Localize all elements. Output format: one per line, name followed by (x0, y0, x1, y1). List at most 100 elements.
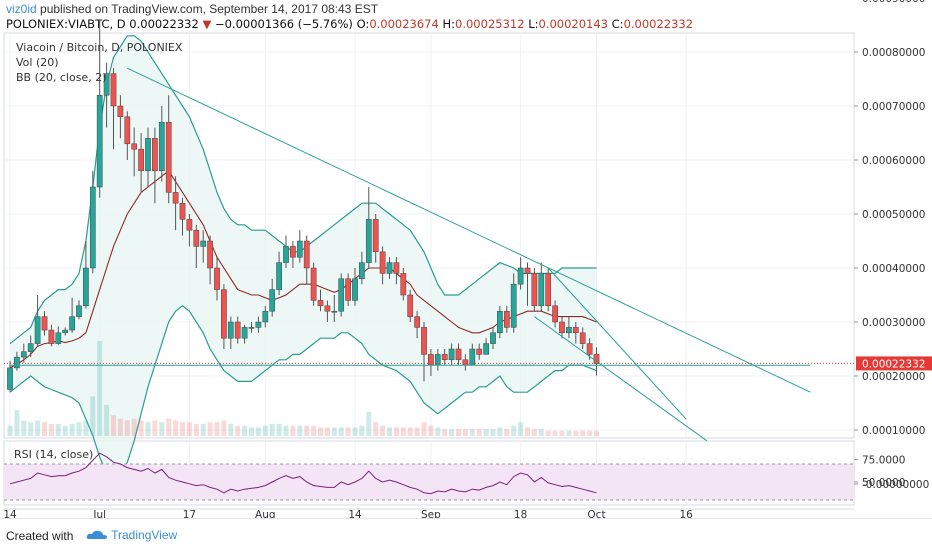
volume-bar (366, 411, 372, 436)
rsi-band (4, 464, 854, 500)
volume-bar (55, 423, 61, 436)
candle-body (572, 327, 579, 334)
candle-body (124, 116, 131, 145)
candle-body (62, 329, 69, 334)
volume-bar (387, 427, 392, 436)
volume-bar (483, 429, 489, 436)
close-label: C: (611, 17, 624, 31)
candle-body (359, 262, 365, 280)
tradingview-logo[interactable]: TradingView (86, 528, 177, 542)
volume-bar (490, 429, 496, 436)
volume-bar (324, 427, 330, 436)
current-price-label: 0.00022332 (862, 358, 925, 370)
x-tick-label: 18 (514, 509, 527, 518)
volume-bar (518, 422, 524, 436)
volume-bar (318, 427, 323, 436)
volume-bar (504, 429, 510, 436)
x-tick-label: 14 (348, 509, 362, 518)
cloud-icon (86, 530, 107, 539)
candle-body (262, 310, 269, 323)
volume-bar (538, 429, 544, 436)
volume-bar (476, 429, 482, 436)
volume-bar (511, 425, 517, 436)
candle-body (552, 305, 558, 323)
volume-bar (359, 425, 365, 436)
symbol-line: POLONIEX:VIABTC, D 0.00022332 ▼ −0.00001… (6, 17, 693, 31)
candle-body (538, 273, 545, 307)
volume-bar (566, 430, 572, 436)
y-tick-label: 0.00070000 (862, 101, 925, 113)
volume-bar (573, 430, 579, 436)
legend-volume: Vol (20) (16, 56, 59, 69)
candle-body (545, 273, 552, 307)
volume-bar (166, 418, 172, 436)
candle-body (55, 332, 62, 344)
candle-body (407, 294, 414, 317)
candle-body (165, 121, 172, 193)
price-chart[interactable]: 0.00090000 0.00080000 0.00070000 0.00060000… (0, 0, 932, 518)
candle-body (441, 354, 448, 361)
volume-bar (7, 425, 13, 436)
volume-bar (255, 427, 261, 436)
legend-bollinger: BB (20, close, 2) (16, 71, 107, 84)
low-label: L: (528, 17, 539, 31)
y-tick-label: 0.00040000 (862, 263, 925, 275)
volume-bar (449, 429, 455, 436)
candle-body (303, 240, 310, 269)
author-link[interactable]: viz0id (6, 2, 37, 16)
volume-bar (97, 341, 103, 436)
volume-bar (421, 422, 427, 436)
volume-bar (380, 425, 386, 436)
volume-bar (221, 420, 227, 436)
volume-bar (428, 425, 434, 436)
candle-body (338, 278, 345, 312)
footer: Created with TradingView (0, 518, 932, 551)
volume-bar (242, 425, 248, 436)
candle-body (76, 305, 82, 317)
candle-body (517, 267, 524, 285)
high-value: 0.00025312 (455, 17, 525, 31)
volume-bar (14, 410, 20, 436)
trendline-steep (547, 267, 687, 420)
candle-body (524, 267, 531, 274)
candle-body (455, 348, 462, 361)
candle-body (34, 316, 41, 344)
candle-body (158, 121, 165, 172)
volume-bar (235, 425, 241, 436)
candle-body (214, 267, 220, 290)
volume-bar (469, 429, 475, 436)
y-tick-label: 0.00050000 (862, 209, 925, 221)
candle-body (586, 343, 593, 355)
candle-body (448, 348, 455, 361)
candle-body (503, 310, 510, 328)
legend-rsi: RSI (14, close) (14, 448, 94, 461)
candle-body (400, 273, 407, 296)
trendline-upper (127, 67, 811, 393)
candle-body (310, 267, 317, 301)
legend-title: Viacoin / Bitcoin, D, POLONIEX (16, 41, 183, 54)
volume-bar (152, 420, 158, 436)
candle-body (193, 229, 200, 247)
candle-body (179, 202, 186, 220)
candle-body (386, 262, 393, 274)
volume-bar (214, 422, 220, 436)
x-tick-label: 17 (183, 509, 196, 518)
y-tick-label: 0.00030000 (862, 317, 925, 329)
volume-bar (338, 427, 344, 436)
volume-bar (42, 422, 47, 436)
candle-body (317, 300, 324, 307)
candle-body (227, 321, 234, 339)
volume-bar (456, 429, 461, 436)
volume-bar (186, 422, 192, 436)
candle-body (476, 348, 483, 355)
candle-body (186, 219, 193, 231)
volume-bar (117, 418, 123, 436)
rsi-tick-label: 50.0000 (862, 477, 905, 489)
volume-bar (331, 427, 337, 436)
volume-bar (28, 422, 34, 436)
candle-body (269, 289, 276, 312)
volume-bar (345, 427, 351, 436)
candle-body (372, 219, 379, 253)
candle-body (490, 332, 496, 344)
volume-bar (304, 425, 310, 436)
